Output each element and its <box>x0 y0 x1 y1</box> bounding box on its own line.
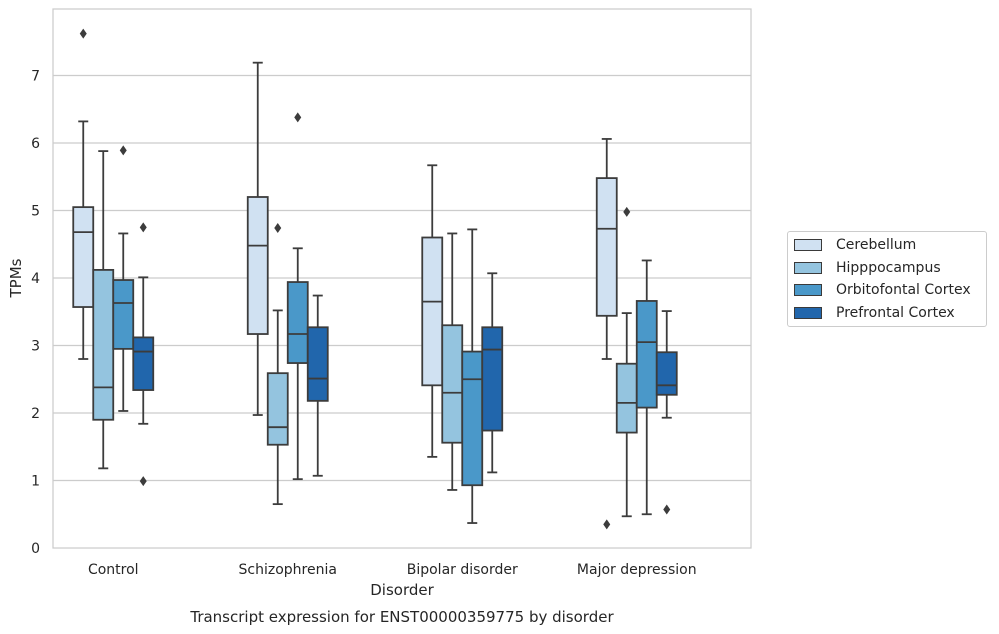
box-hipppocampus <box>92 150 115 470</box>
box-iqr <box>595 177 618 317</box>
box-cerebellum <box>595 138 618 530</box>
legend: Cerebellum Hipppocampus Orbitofontal Cor… <box>787 231 987 327</box>
y-tick-label: 4 <box>31 271 40 287</box>
box-prefrontal-cortex <box>655 310 678 515</box>
y-tick-label: 7 <box>31 69 40 85</box>
box-cerebellum <box>72 28 95 360</box>
y-tick-labels: 0 1 2 3 4 5 6 7 <box>31 69 40 558</box>
box-orbitofontal-cortex <box>286 112 309 481</box>
plot-frame <box>52 8 752 549</box>
box-iqr <box>655 351 678 396</box>
x-tick-label: Major depression <box>577 562 697 578</box>
y-tick-label: 2 <box>31 406 40 422</box>
box-iqr <box>306 326 329 402</box>
box-iqr <box>72 206 95 308</box>
box-iqr <box>132 336 155 391</box>
x-axis-label: Disorder <box>370 581 434 599</box>
box-prefrontal-cortex <box>306 294 329 477</box>
box-iqr <box>286 281 309 364</box>
x-tick-labels: Control Schizophrenia Bipolar disorder Majo… <box>88 562 697 578</box>
legend-item-prefrontal: Prefrontal Cortex <box>794 303 955 323</box>
y-axis-label: TPMs <box>7 258 25 298</box>
y-tick-label: 6 <box>31 136 40 152</box>
legend-label: Cerebellum <box>836 237 917 253</box>
box-hipppocampus <box>615 206 638 518</box>
outlier-point <box>294 112 302 123</box>
legend-item-cerebellum: Cerebellum <box>794 235 916 255</box>
box-cerebellum <box>246 61 269 416</box>
outlier-point <box>139 476 147 487</box>
legend-item-hippocampus: Hipppocampus <box>794 258 941 278</box>
legend-swatch-orbitofrontal <box>794 284 822 296</box>
y-tick-label: 3 <box>31 339 40 355</box>
box-iqr <box>421 236 444 387</box>
box-iqr <box>92 268 115 421</box>
legend-swatch-prefrontal <box>794 307 822 319</box>
box-prefrontal-cortex <box>481 272 504 474</box>
outlier-point <box>663 504 671 515</box>
box-hipppocampus <box>266 223 289 506</box>
box-iqr <box>441 324 464 444</box>
outlier-point <box>79 28 87 39</box>
legend-item-orbitofrontal: Orbitofontal Cortex <box>794 280 971 300</box>
legend-swatch-cerebellum <box>794 239 822 251</box>
legend-label: Prefrontal Cortex <box>836 305 955 321</box>
x-tick-label: Control <box>88 562 139 578</box>
box-iqr <box>461 350 484 487</box>
legend-label: Orbitofontal Cortex <box>836 282 971 298</box>
box-iqr <box>112 279 135 350</box>
box-orbitofontal-cortex <box>635 259 658 516</box>
box-iqr <box>266 372 289 446</box>
outlier-point <box>603 519 611 530</box>
y-tick-label: 5 <box>31 204 40 220</box>
box-iqr <box>635 300 658 409</box>
box-prefrontal-cortex <box>132 222 155 487</box>
x-tick-label: Schizophrenia <box>239 562 337 578</box>
box-orbitofontal-cortex <box>461 228 484 524</box>
y-tick-label: 1 <box>31 474 40 490</box>
y-gridlines <box>53 74 751 482</box>
box-cerebellum <box>421 164 444 458</box>
legend-swatch-hippocampus <box>794 262 822 274</box>
outlier-point <box>274 223 282 234</box>
box-hipppocampus <box>441 232 464 491</box>
chart-title: Transcript expression for ENST0000035977… <box>189 608 614 626</box>
outlier-point <box>119 145 127 156</box>
box-orbitofontal-cortex <box>112 145 135 412</box>
box-iqr <box>615 362 638 434</box>
y-tick-label: 0 <box>31 541 40 557</box>
outlier-point <box>623 206 631 217</box>
x-tick-label: Bipolar disorder <box>407 562 518 578</box>
box-series <box>72 28 678 530</box>
legend-label: Hipppocampus <box>836 260 941 276</box>
box-iqr <box>481 326 504 432</box>
outlier-point <box>139 222 147 233</box>
box-iqr <box>246 196 269 335</box>
